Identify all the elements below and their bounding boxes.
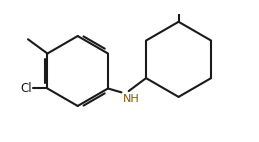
Text: NH: NH (123, 94, 139, 104)
Text: Cl: Cl (20, 82, 32, 95)
